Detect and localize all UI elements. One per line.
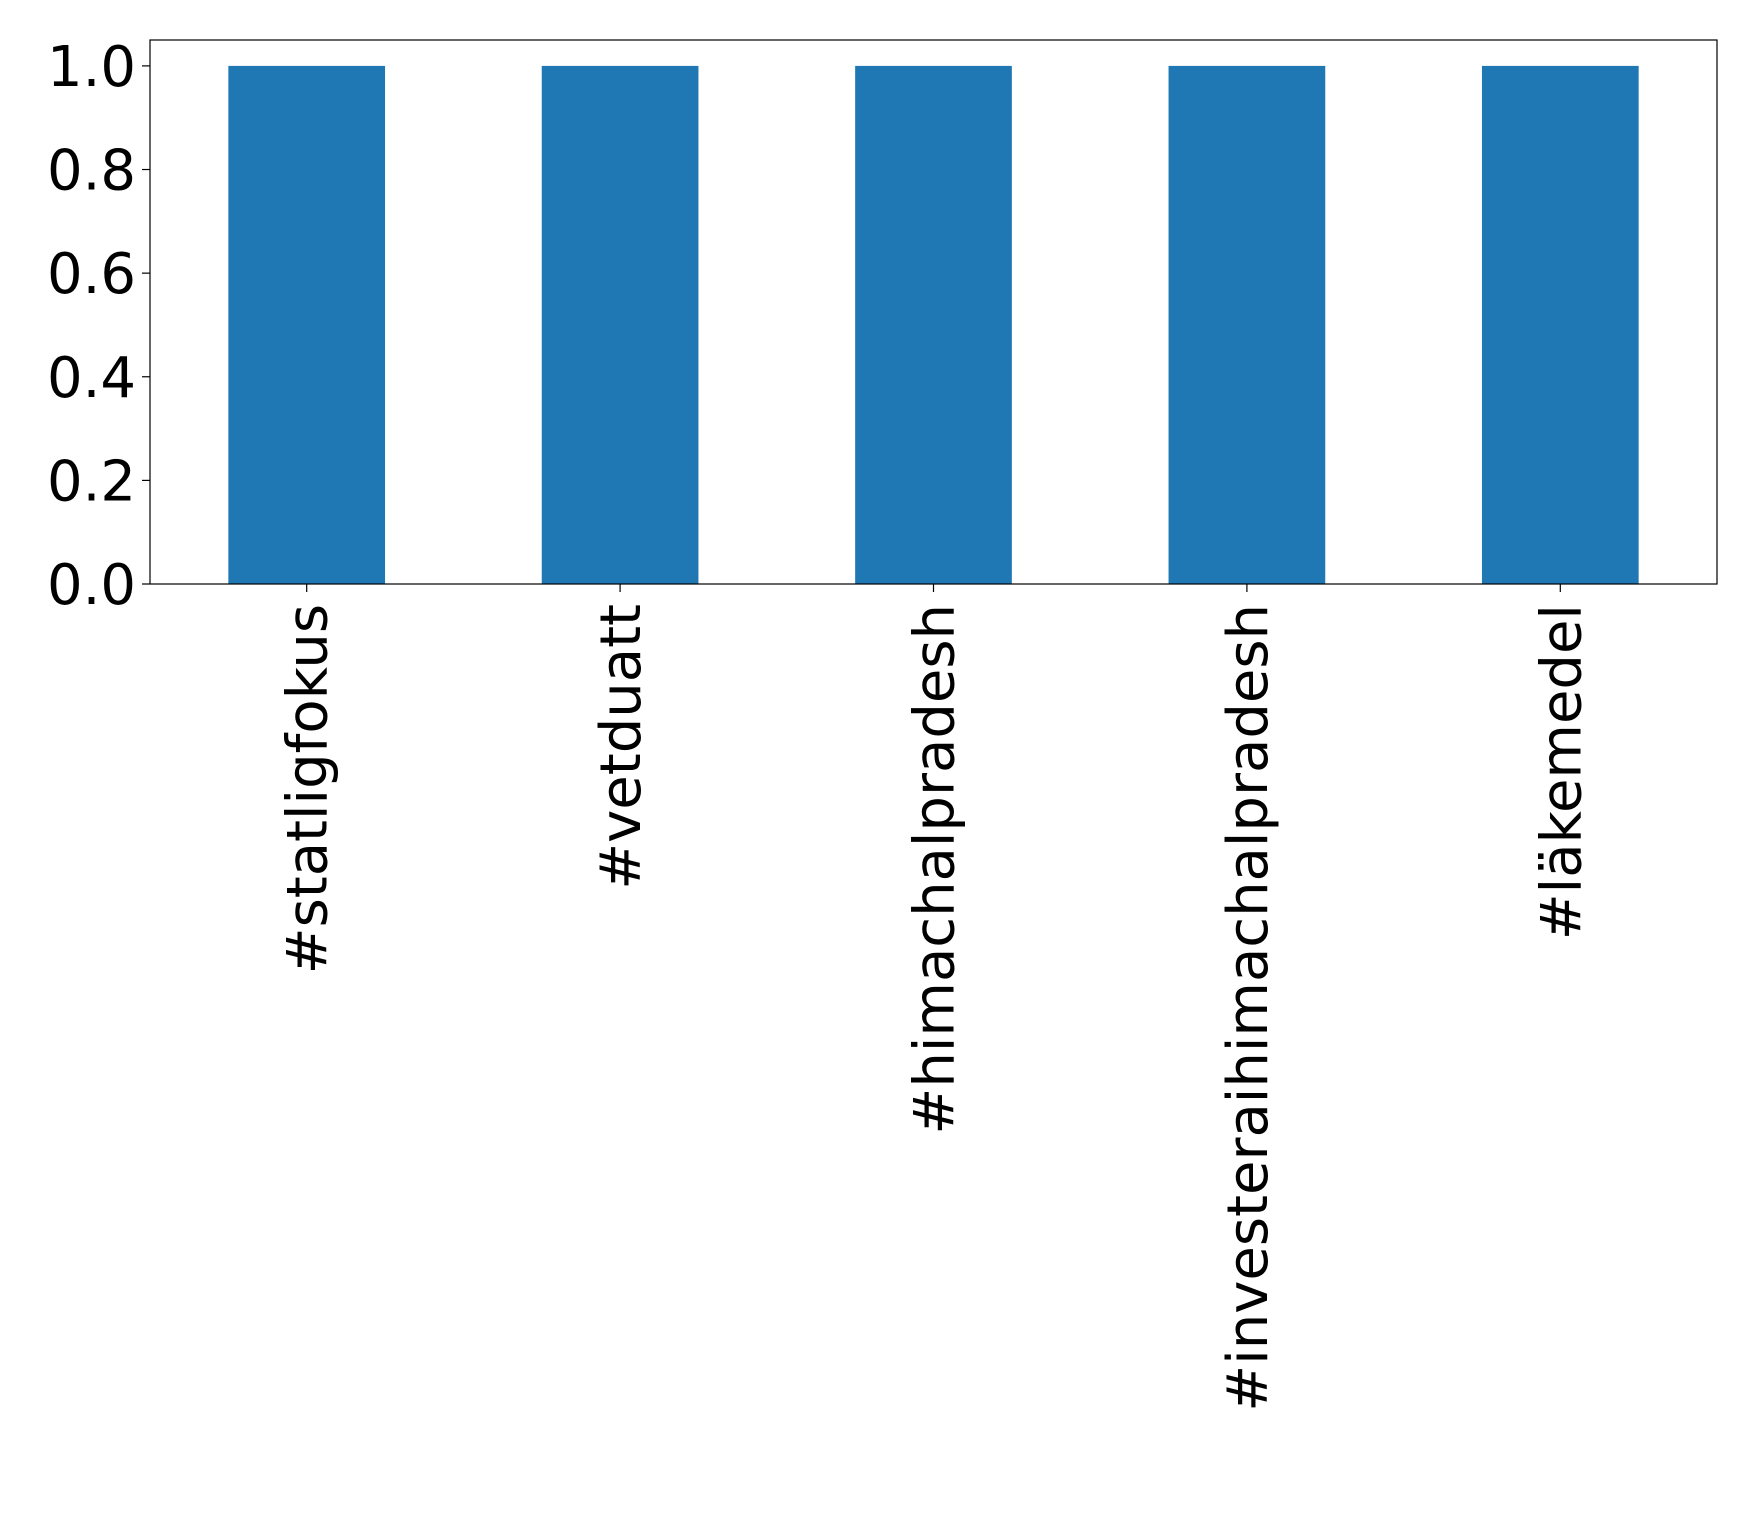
y-tick-label: 0.2	[47, 449, 136, 514]
bar	[541, 65, 699, 584]
bar	[1481, 65, 1639, 584]
y-tick-label: 0.6	[47, 242, 136, 307]
x-tick-label: #statligfokus	[276, 604, 341, 974]
y-tick-label: 1.0	[47, 35, 136, 100]
bar	[228, 65, 386, 584]
bar	[855, 65, 1012, 584]
y-tick-label: 0.8	[47, 139, 136, 204]
x-tick-label: #himachalpradesh	[903, 604, 968, 1135]
bar	[1168, 65, 1326, 584]
y-tick-label: 0.0	[47, 553, 136, 618]
plot-frame	[149, 39, 1718, 585]
x-tick-label: #vetduatt	[589, 604, 654, 890]
x-tick-label: #läkemedel	[1529, 604, 1594, 940]
x-tick-label: #investeraihimachalpradesh	[1216, 604, 1281, 1412]
y-tick-label: 0.4	[47, 346, 136, 411]
